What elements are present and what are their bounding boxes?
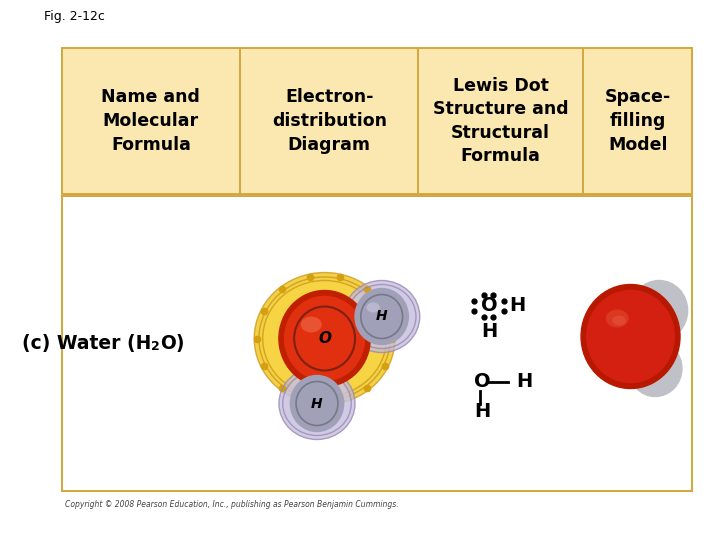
Ellipse shape [645,296,658,307]
Bar [240,47,241,195]
Text: Lewis Dot
Structure and
Structural
Formula: Lewis Dot Structure and Structural Formu… [433,77,569,165]
Text: H: H [516,372,532,391]
Text: Copyright © 2008 Pearson Education, Inc., publishing as Pearson Benjamin Cumming: Copyright © 2008 Pearson Education, Inc.… [66,500,399,509]
Ellipse shape [606,309,629,327]
Bar [61,193,693,195]
Text: H: H [481,322,498,341]
Circle shape [290,375,343,431]
Text: Name and
Molecular
Formula: Name and Molecular Formula [102,89,200,153]
Bar [63,197,691,490]
Circle shape [629,341,682,396]
Circle shape [587,291,675,382]
Circle shape [631,280,688,341]
Text: Electron-
distribution
Diagram: Electron- distribution Diagram [272,89,387,153]
Bar [63,49,691,193]
Text: O): O) [161,334,185,353]
Circle shape [581,285,680,388]
Ellipse shape [348,286,415,348]
Circle shape [279,291,370,387]
Ellipse shape [366,302,379,313]
Text: Space-
filling
Model: Space- filling Model [605,89,671,153]
Text: H: H [474,402,490,421]
Ellipse shape [343,280,420,353]
Ellipse shape [613,315,626,326]
Bar [418,47,419,195]
Circle shape [284,296,364,381]
Text: O: O [481,296,498,315]
Text: H: H [311,396,323,410]
Ellipse shape [254,273,395,404]
Text: H: H [510,296,526,315]
Bar [61,47,693,492]
Text: H: H [376,309,387,323]
Text: 2: 2 [151,341,160,354]
Ellipse shape [301,316,322,333]
Text: O: O [474,372,490,391]
Text: O: O [318,331,331,346]
Ellipse shape [284,373,351,435]
Ellipse shape [279,368,355,440]
Bar [582,47,584,195]
Text: Fig. 2-12c: Fig. 2-12c [45,10,105,23]
Ellipse shape [262,280,387,397]
Circle shape [355,288,408,345]
Text: (c) Water (H: (c) Water (H [22,334,151,353]
